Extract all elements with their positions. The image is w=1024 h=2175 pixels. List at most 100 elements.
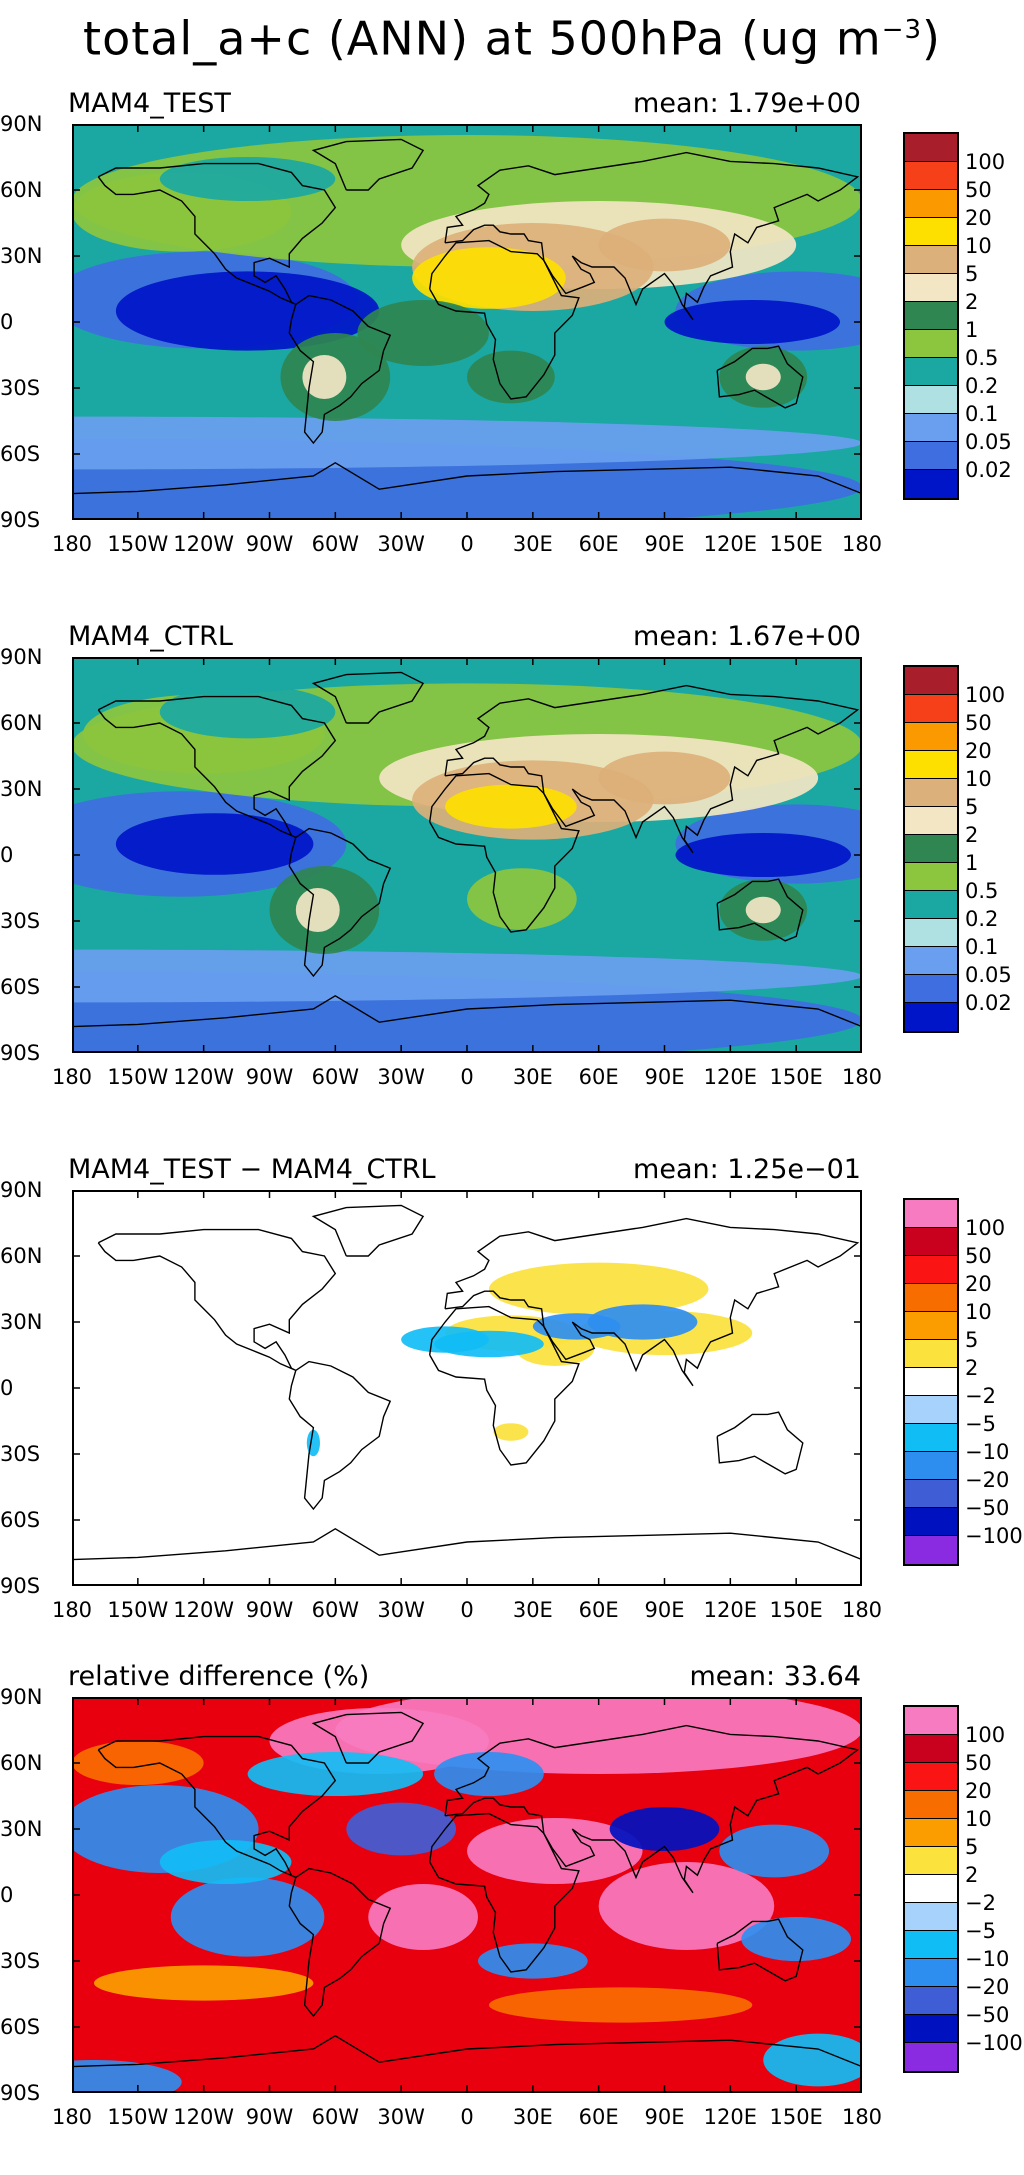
colorbar-swatch (905, 1368, 957, 1396)
colorbar-label: −5 (965, 1919, 996, 1943)
map-plot (72, 124, 862, 520)
field-region (493, 1423, 529, 1441)
coastline (288, 294, 392, 445)
colorbar-swatch (905, 863, 957, 891)
colorbar-swatch (905, 470, 957, 498)
field-region (72, 2060, 182, 2093)
colorbar-swatch (905, 134, 957, 162)
lon-label: 60W (311, 1065, 360, 1089)
coastline (429, 1812, 580, 1973)
field-region (745, 363, 781, 391)
colorbar-label: 2 (965, 823, 979, 847)
field-region (763, 2033, 862, 2087)
lat-label: 30S (0, 1442, 41, 1466)
panel-test: MAM4_TEST mean: 1.79e+00 90N 60N 30N 0 30S 60… (0, 82, 1024, 602)
panel-difference: MAM4_TEST − MAM4_CTRL mean: 1.25e−01 90N… (0, 1148, 1024, 1668)
lon-label: 60E (578, 1065, 619, 1089)
lon-label: 120W (173, 1065, 235, 1089)
coastline (97, 1228, 337, 1372)
colorbar-swatch (905, 246, 957, 274)
lon-label: 180 (841, 2105, 883, 2129)
colorbar-swatch (905, 386, 957, 414)
colorbar-label: −2 (965, 1384, 996, 1408)
colorbar-label: 20 (965, 206, 992, 230)
panel-mean: mean: 1.25e−01 (633, 1154, 861, 1185)
colorbar-swatch (905, 1480, 957, 1508)
panel-title: MAM4_CTRL (68, 621, 233, 652)
coastline (716, 878, 804, 942)
coastline (311, 1204, 425, 1257)
lon-label: 90E (644, 1598, 685, 1622)
colorbar (903, 1198, 959, 1566)
lon-label: 90W (245, 1065, 294, 1089)
coastline (716, 1411, 804, 1475)
lon-label: 30W (377, 532, 425, 556)
lon-label: 150E (769, 532, 823, 556)
coastline (429, 239, 580, 400)
field-region (719, 1824, 830, 1878)
colorbar-swatch (905, 330, 957, 358)
lon-label: 120E (703, 532, 758, 556)
coastline (97, 162, 337, 306)
field-region (368, 1884, 478, 1950)
lon-label: 180 (51, 2105, 93, 2129)
lon-label: 180 (841, 1065, 883, 1089)
coastline (444, 151, 860, 321)
field-region (467, 350, 555, 404)
colorbar-label: −50 (965, 1496, 1010, 1520)
field-region (664, 300, 841, 344)
colorbar-swatch (905, 162, 957, 190)
lon-label: 150W (107, 532, 169, 556)
field-region (741, 1917, 852, 1961)
lat-label: 30N (0, 777, 43, 801)
lon-label: 60E (578, 1598, 619, 1622)
colorbar-label: −10 (965, 1440, 1010, 1464)
lat-label: 0 (0, 1376, 14, 1400)
lat-label: 90S (0, 2081, 41, 2105)
colorbar-label: 0.5 (965, 346, 999, 370)
lon-label: 90E (644, 2105, 685, 2129)
field-region (159, 1840, 292, 1884)
lon-label: 30W (377, 1598, 425, 1622)
colorbar-swatch (905, 218, 957, 246)
field-region (159, 685, 336, 739)
lon-label: 180 (841, 1598, 883, 1622)
colorbar-swatch (905, 1312, 957, 1340)
field-region (412, 247, 566, 309)
lon-label: 0 (460, 532, 474, 556)
colorbar-swatch (905, 1452, 957, 1480)
coastline (288, 1867, 392, 2018)
lon-label: 120E (703, 2105, 758, 2129)
coastline (288, 1360, 392, 1511)
colorbar-swatch (905, 779, 957, 807)
colorbar-label: −2 (965, 1891, 996, 1915)
coastline (444, 1217, 860, 1387)
colorbar-label: 10 (965, 234, 992, 258)
lat-label: 60N (0, 178, 43, 202)
colorbar-swatch (905, 919, 957, 947)
colorbar-swatch (905, 2043, 957, 2071)
colorbar-swatch (905, 302, 957, 330)
coastline (311, 1711, 425, 1764)
lon-label: 30E (512, 532, 553, 556)
lat-label: 60N (0, 711, 43, 735)
coastline (72, 2034, 862, 2068)
colorbar-swatch (905, 1340, 957, 1368)
lon-label: 60E (578, 532, 619, 556)
map-canvas (72, 1697, 862, 2093)
colorbar-swatch (905, 1256, 957, 1284)
lon-label: 150W (107, 2105, 169, 2129)
coastline (716, 345, 804, 409)
field-region (247, 1752, 424, 1796)
colorbar-swatch (905, 1875, 957, 1903)
colorbar-swatch (905, 667, 957, 695)
field-region (488, 1262, 709, 1316)
lon-label: 90W (245, 1598, 294, 1622)
colorbar-swatch (905, 975, 957, 1003)
colorbar-label: 0.2 (965, 374, 999, 398)
colorbar-label: 50 (965, 1751, 992, 1775)
coastline (97, 695, 337, 839)
field-region (115, 271, 380, 351)
coastline (311, 138, 425, 191)
lat-label: 0 (0, 310, 14, 334)
